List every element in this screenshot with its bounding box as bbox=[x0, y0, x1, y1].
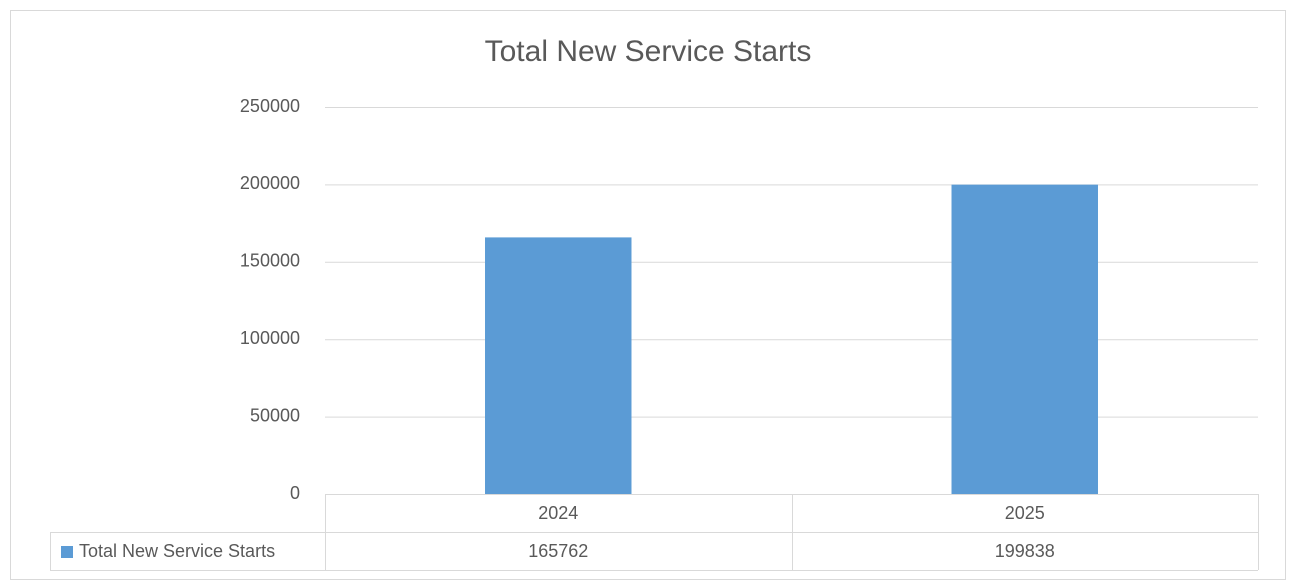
data-table-value: 199838 bbox=[995, 541, 1055, 561]
bar bbox=[485, 237, 632, 494]
y-tick-label: 0 bbox=[290, 483, 300, 503]
bar bbox=[951, 184, 1098, 495]
y-tick-label: 150000 bbox=[240, 251, 300, 271]
x-tick-label: 2024 bbox=[538, 503, 578, 523]
x-tick-label: 2025 bbox=[1005, 503, 1045, 523]
y-tick-label: 200000 bbox=[240, 173, 300, 193]
chart-title: Total New Service Starts bbox=[485, 35, 812, 68]
legend-label: Total New Service Starts bbox=[79, 541, 275, 561]
legend-key bbox=[61, 546, 73, 558]
y-tick-label: 50000 bbox=[250, 405, 300, 425]
y-tick-label: 100000 bbox=[240, 328, 300, 348]
data-table-value: 165762 bbox=[528, 541, 588, 561]
y-tick-label: 250000 bbox=[240, 96, 300, 116]
